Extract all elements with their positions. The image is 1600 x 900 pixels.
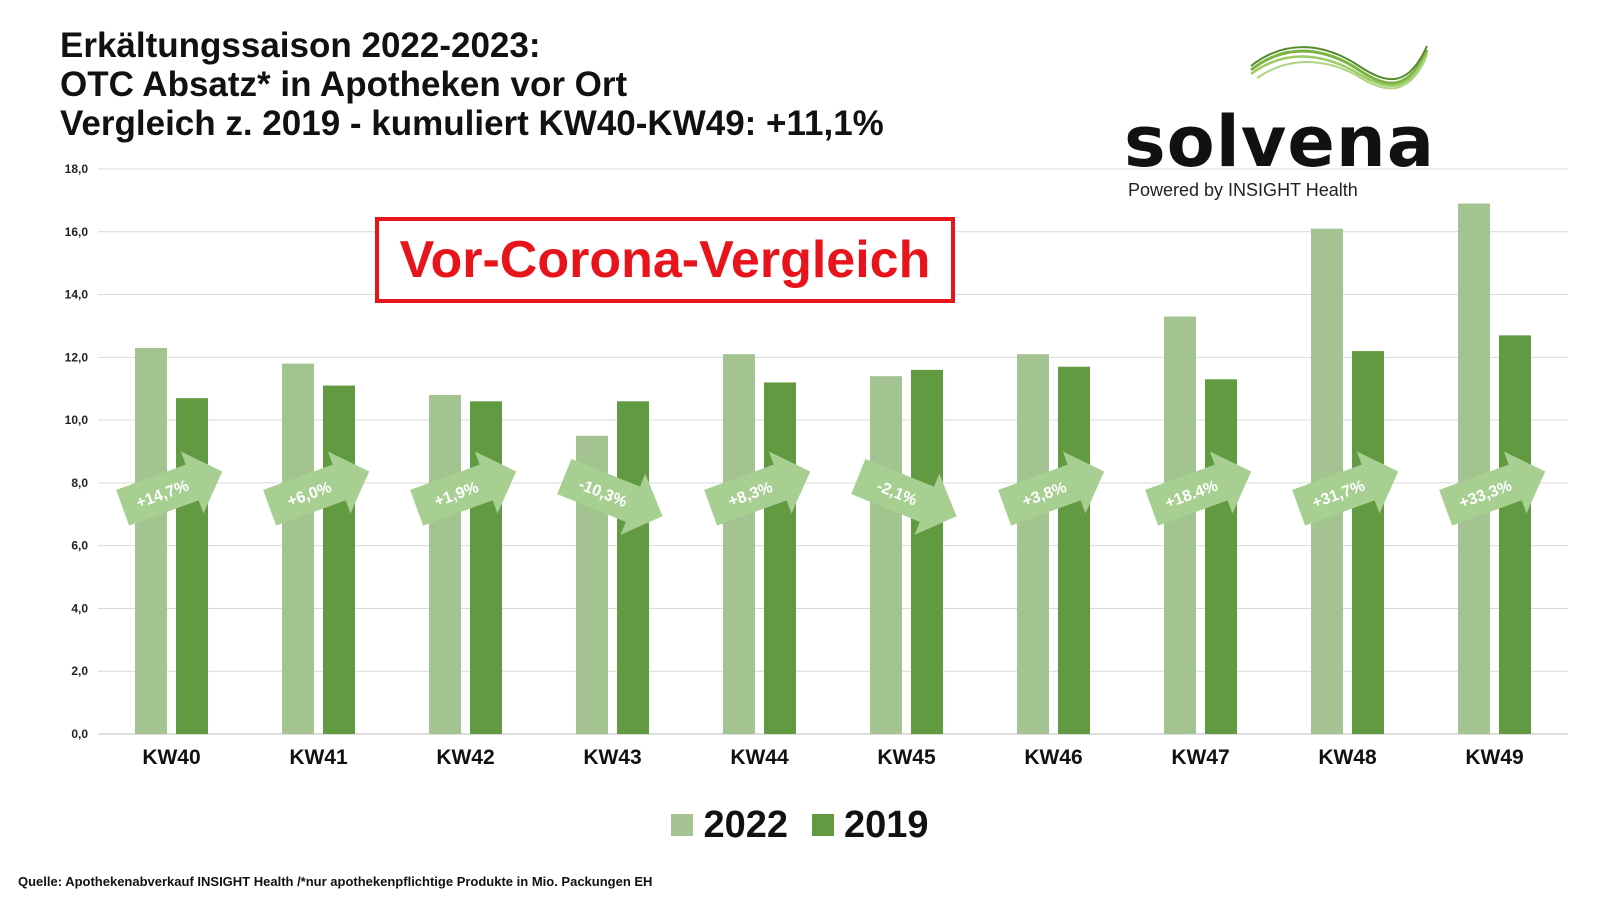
- y-tick-label: 18,0: [65, 162, 89, 176]
- chart-legend: 2022 2019: [0, 800, 1600, 850]
- legend-label-2019: 2019: [844, 803, 929, 846]
- bar-2022-kw49: [1458, 203, 1490, 734]
- bar-2022-kw45: [870, 376, 902, 734]
- logo-wordmark: solvena: [1124, 101, 1435, 183]
- bar-2022-kw47: [1164, 316, 1196, 734]
- change-arrow-kw45: -2,1%: [851, 458, 957, 535]
- legend-label-2022: 2022: [703, 803, 788, 846]
- title-line-1: Erkältungssaison 2022-2023:: [60, 26, 541, 65]
- bar-2019-kw48: [1352, 351, 1384, 734]
- legend-swatch-2019: [812, 814, 834, 836]
- bar-2019-kw44: [764, 382, 796, 734]
- bar-2019-kw47: [1205, 379, 1237, 734]
- bar-2019-kw45: [911, 369, 943, 734]
- arrow-shape: [557, 458, 663, 535]
- bar-2022-kw41: [282, 363, 314, 734]
- y-tick-label: 8,0: [71, 476, 88, 490]
- bar-2019-kw41: [323, 385, 355, 734]
- arrow-shape: [1145, 451, 1252, 526]
- arrow-shape: [704, 451, 811, 526]
- x-tick-label-kw48: KW48: [1318, 746, 1377, 769]
- y-tick-label: 2,0: [71, 664, 88, 678]
- bar-2019-kw49: [1499, 335, 1531, 734]
- change-arrow-kw42: +1,9%: [410, 451, 517, 526]
- x-tick-label-kw44: KW44: [730, 746, 789, 769]
- arrow-shape: [851, 458, 957, 535]
- y-tick-label: 6,0: [71, 539, 88, 553]
- arrow-shape: [998, 451, 1105, 526]
- arrow-shape: [1439, 451, 1546, 526]
- x-tick-label-kw42: KW42: [436, 746, 494, 769]
- bar-2019-kw42: [470, 401, 502, 734]
- x-tick-label-kw47: KW47: [1171, 746, 1229, 769]
- change-arrow-kw48: +31,7%: [1292, 451, 1399, 526]
- bar-2022-kw42: [429, 395, 461, 734]
- x-tick-label-kw49: KW49: [1465, 746, 1523, 769]
- bar-2022-kw40: [135, 347, 167, 734]
- source-footnote: Quelle: Apothekenabverkauf INSIGHT Healt…: [18, 874, 653, 889]
- legend-item-2022: 2022: [671, 804, 788, 847]
- change-arrow-kw40: +14,7%: [116, 451, 223, 526]
- x-tick-label-kw45: KW45: [877, 746, 936, 769]
- logo-tagline: Powered by INSIGHT Health: [1128, 180, 1358, 200]
- y-tick-label: 16,0: [65, 225, 89, 239]
- change-arrow-kw41: +6,0%: [263, 451, 370, 526]
- arrow-shape: [116, 451, 223, 526]
- y-tick-label: 10,0: [65, 413, 89, 427]
- bar-2019-kw40: [176, 398, 208, 734]
- title-line-3: Vergleich z. 2019 - kumuliert KW40-KW49:…: [60, 104, 884, 143]
- y-tick-label: 4,0: [71, 601, 88, 615]
- change-arrow-kw46: +3,8%: [998, 451, 1105, 526]
- arrow-shape: [1292, 451, 1399, 526]
- title-line-2: OTC Absatz* in Apotheken vor Ort: [60, 65, 628, 104]
- x-tick-label-kw40: KW40: [142, 746, 200, 769]
- bar-2022-kw46: [1017, 354, 1049, 734]
- y-tick-label: 12,0: [65, 350, 89, 364]
- x-tick-label-kw41: KW41: [289, 746, 348, 769]
- bar-2019-kw46: [1058, 366, 1090, 734]
- solvena-logo: solvena Powered by INSIGHT Health: [1124, 40, 1434, 210]
- legend-item-2019: 2019: [812, 804, 929, 847]
- logo-waves-icon: [1250, 45, 1429, 90]
- callout-box: Vor-Corona-Vergleich: [375, 217, 955, 303]
- change-arrow-kw44: +8,3%: [704, 451, 811, 526]
- arrow-shape: [263, 451, 370, 526]
- bar-2019-kw43: [617, 401, 649, 734]
- legend-swatch-2022: [671, 814, 694, 836]
- y-tick-label: 14,0: [65, 288, 89, 302]
- x-tick-label-kw46: KW46: [1024, 746, 1082, 769]
- change-arrow-kw47: +18.4%: [1145, 451, 1252, 526]
- y-tick-label: 0,0: [71, 727, 88, 741]
- change-arrow-kw43: -10,3%: [557, 458, 663, 535]
- chart-title: Erkältungssaison 2022-2023: OTC Absatz* …: [60, 26, 884, 143]
- arrow-shape: [410, 451, 517, 526]
- bar-2022-kw44: [723, 354, 755, 734]
- callout-text: Vor-Corona-Vergleich: [399, 231, 931, 289]
- x-tick-label-kw43: KW43: [583, 746, 641, 769]
- change-arrow-kw49: +33,3%: [1439, 451, 1546, 526]
